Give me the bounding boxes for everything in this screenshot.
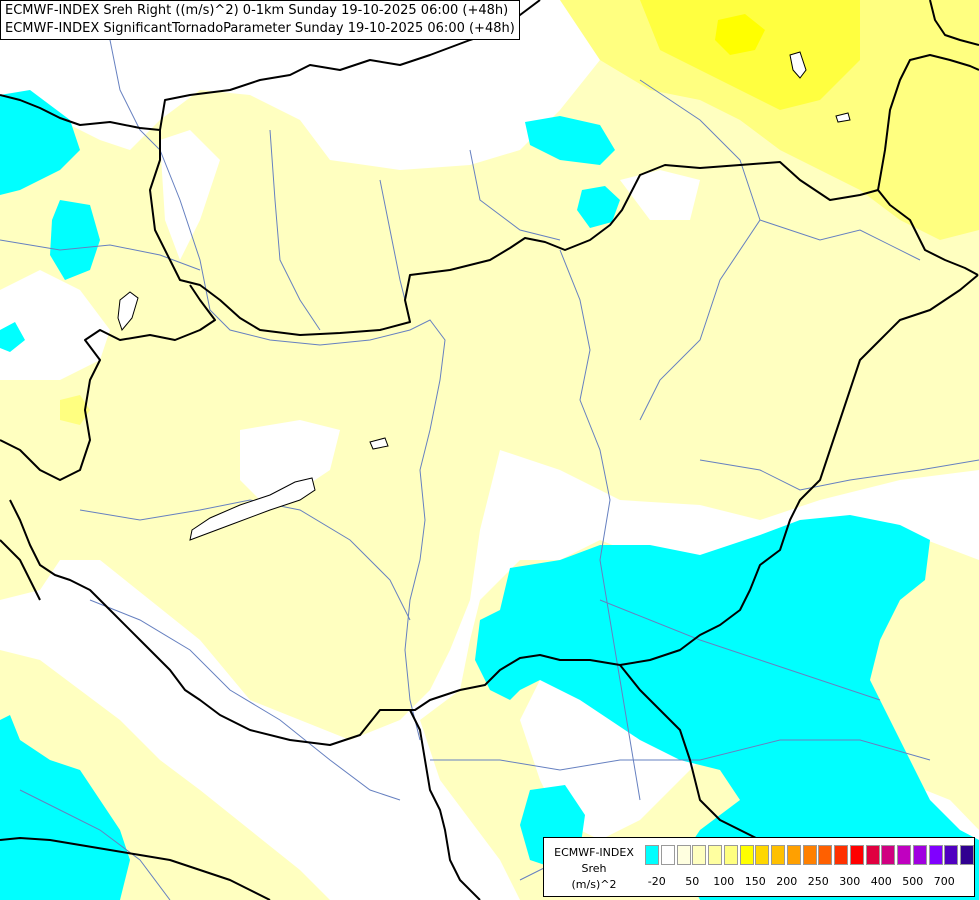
legend-swatch (881, 845, 896, 865)
legend-swatch (692, 845, 707, 865)
legend-tick-label: 100 (713, 875, 735, 888)
legend-swatch (708, 845, 722, 865)
legend-tick-label: -20 (647, 875, 666, 888)
legend-swatch (865, 845, 880, 865)
legend-tick-label: 400 (870, 875, 892, 888)
map-title-line-2: ECMWF-INDEX SignificantTornadoParameter … (5, 21, 515, 36)
legend-swatch (645, 845, 659, 865)
legend-swatch (660, 845, 675, 865)
legend-swatch (960, 845, 974, 865)
legend-tick-label: 150 (744, 875, 766, 888)
legend-parameter-label: Sreh (581, 862, 607, 875)
map-lakes (117, 51, 851, 541)
legend-tick-label: 50 (685, 875, 700, 888)
map-title-line-1: ECMWF-INDEX Sreh Right ((m/s)^2) 0-1km S… (5, 3, 509, 18)
legend-tick-label: 250 (807, 875, 829, 888)
map-title-box: ECMWF-INDEX Sreh Right ((m/s)^2) 0-1km S… (0, 0, 520, 40)
field-cyan-regions (0, 90, 979, 900)
legend-swatch (928, 845, 943, 865)
legend-swatch (944, 845, 959, 865)
legend-tick-label: 500 (902, 875, 924, 888)
legend-tick-label: 200 (776, 875, 798, 888)
field-yellow-regions (60, 0, 979, 425)
legend-swatch (786, 845, 801, 865)
legend-swatch (771, 845, 785, 865)
legend-swatch (755, 845, 770, 865)
color-legend: ECMWF-INDEX Sreh (m/s)^2 -20 50 100 150 200 2… (543, 837, 975, 897)
legend-source-label: ECMWF-INDEX (554, 846, 634, 859)
legend-color-swatches (645, 845, 976, 865)
legend-tick-label: 300 (839, 875, 861, 888)
legend-swatch (723, 845, 738, 865)
legend-swatch (912, 845, 927, 865)
legend-swatch (834, 845, 848, 865)
legend-swatch (676, 845, 691, 865)
legend-swatch (739, 845, 754, 865)
legend-swatch (897, 845, 911, 865)
legend-swatch (818, 845, 833, 865)
legend-tick-label: 700 (933, 875, 955, 888)
legend-swatch (802, 845, 817, 865)
legend-tick-labels: -20 50 100 150 200 250 300 400 500 700 (645, 875, 975, 889)
legend-unit-label: (m/s)^2 (571, 878, 617, 891)
legend-swatch (849, 845, 864, 865)
